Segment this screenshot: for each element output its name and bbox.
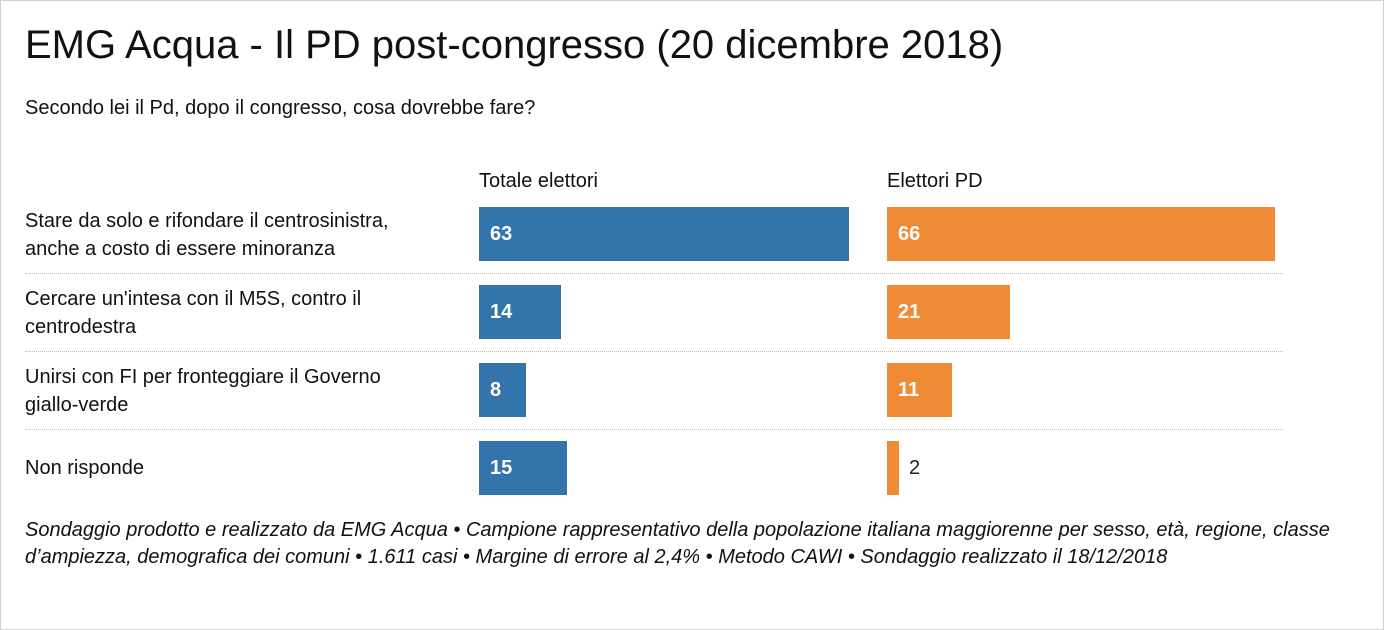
value-label-totale: 8 (490, 379, 502, 401)
value-label-pd: 66 (898, 223, 921, 245)
bar-pd (887, 441, 899, 495)
category-label: Unirsi con FI per fronteggiare il Govern… (25, 363, 465, 419)
value-label-pd: 2 (909, 457, 921, 479)
value-label-totale: 63 (490, 223, 513, 245)
row-separator (25, 429, 1283, 430)
value-label-pd: 21 (898, 301, 921, 323)
category-label-line: Cercare un'intesa con il M5S, contro il (25, 288, 362, 310)
bar-pd (887, 207, 1275, 261)
footnote: Sondaggio prodotto e realizzato da EMG A… (25, 519, 1330, 568)
series-header-totale: Totale elettori (479, 170, 598, 192)
bar-totale (479, 441, 567, 495)
category-label: Stare da solo e rifondare il centrosinis… (25, 207, 465, 263)
chart-title: EMG Acqua - Il PD post-congresso (20 dic… (25, 23, 1004, 67)
bar-pd (887, 285, 1010, 339)
series-header-pd: Elettori PD (887, 170, 983, 192)
bar-totale (479, 285, 561, 339)
category-label-line: Non risponde (25, 457, 144, 479)
row-separator (25, 273, 1283, 274)
category-label-line: Stare da solo e rifondare il centrosinis… (25, 210, 389, 232)
bar-totale (479, 363, 526, 417)
category-label-line: anche a costo di essere minoranza (25, 238, 336, 260)
value-label-totale: 15 (490, 457, 513, 479)
chart-subtitle: Secondo lei il Pd, dopo il congresso, co… (25, 97, 536, 119)
category-label-line: Unirsi con FI per fronteggiare il Govern… (25, 366, 381, 388)
category-label: Cercare un'intesa con il M5S, contro il c… (25, 285, 465, 341)
bar-pd (887, 363, 952, 417)
category-label-line: giallo-verde (25, 394, 129, 416)
bar-totale (479, 207, 849, 261)
value-label-pd: 11 (898, 379, 920, 401)
value-label-totale: 14 (490, 301, 513, 323)
category-label-line: centrodestra (25, 316, 137, 338)
category-label: Non risponde (25, 454, 465, 482)
row-separator (25, 351, 1283, 352)
